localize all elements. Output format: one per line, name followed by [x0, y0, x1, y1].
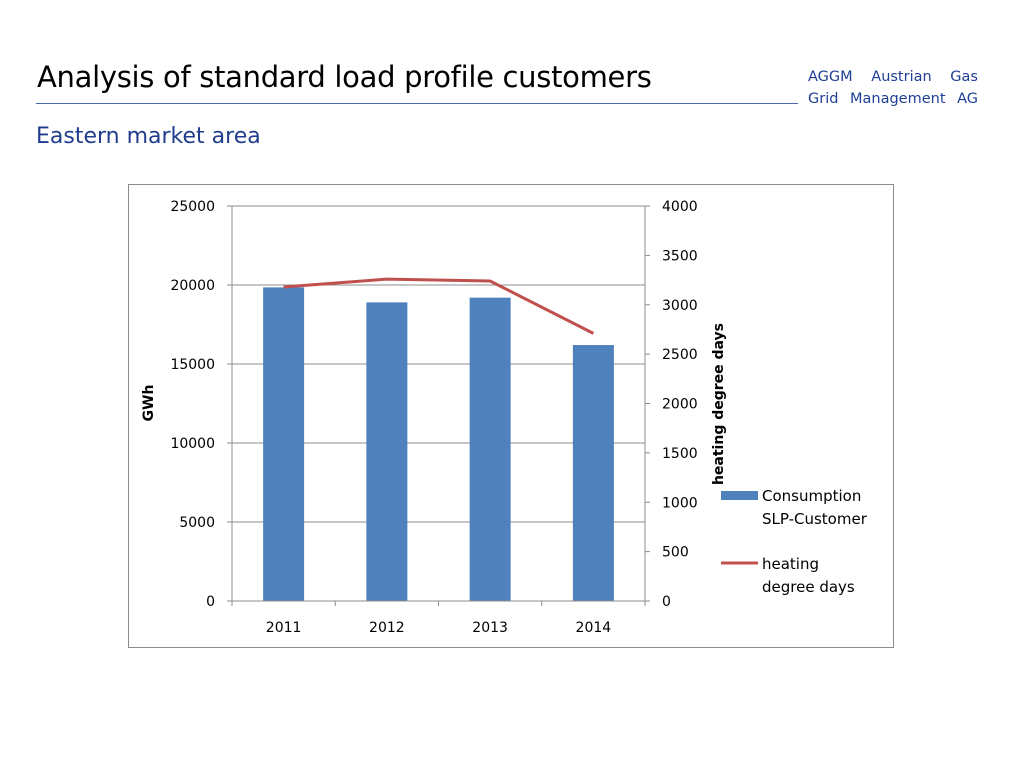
right-axis-tick-label: 3000	[662, 298, 698, 314]
bar-consumption	[572, 345, 614, 601]
right-axis-tick-label: 0	[662, 594, 671, 610]
company-name: AGGM Austrian Gas Grid Management AG	[808, 66, 978, 110]
right-axis-tick-label: 1500	[662, 446, 698, 462]
left-axis-tick-label: 0	[206, 594, 215, 610]
left-axis-tick-label: 5000	[179, 515, 215, 531]
chart-frame: 0 5000 10000 15000 20000 25000 0 500 1000 1500 200…	[128, 184, 894, 648]
right-axis-tick-label: 4000	[662, 199, 698, 215]
legend-label-heating: heating	[762, 555, 819, 573]
bar-consumption	[469, 297, 511, 601]
right-axis-tick-label: 500	[662, 545, 689, 561]
left-axis-tick-label: 25000	[170, 199, 215, 215]
left-axis-tick-label: 10000	[170, 436, 215, 452]
company-name-line-1: AGGM Austrian Gas	[808, 69, 978, 85]
company-name-line-2: Grid Management AG	[808, 91, 978, 107]
x-axis-tick-label: 2011	[266, 620, 302, 636]
x-axis-tick-label: 2012	[369, 620, 405, 636]
left-axis-title: GWh	[141, 385, 157, 422]
title-underline	[36, 103, 798, 104]
left-axis-tick-label: 15000	[170, 357, 215, 373]
right-axis-tick-label: 1000	[662, 495, 698, 511]
bar-consumption	[366, 302, 408, 601]
right-axis-tick-label: 2500	[662, 347, 698, 363]
slide-title: Analysis of standard load profile custom…	[37, 60, 652, 94]
x-axis-tick-label: 2013	[472, 620, 508, 636]
legend-label-consumption: Consumption	[762, 487, 861, 505]
legend-bar-swatch	[721, 491, 758, 500]
legend-label-heating: degree days	[762, 578, 855, 596]
legend-label-consumption: SLP-Customer	[762, 510, 868, 528]
slide-subtitle: Eastern market area	[36, 124, 261, 149]
bar-consumption	[263, 287, 305, 601]
right-axis-tick-label: 2000	[662, 397, 698, 413]
right-axis-tick-label: 3500	[662, 248, 698, 264]
consumption-chart: 0 5000 10000 15000 20000 25000 0 500 1000 1500 200…	[141, 199, 868, 636]
left-axis-tick-label: 20000	[170, 278, 215, 294]
line-heating-degree-days	[283, 277, 595, 335]
right-axis-title: heating degree days	[711, 323, 727, 485]
x-axis-tick-label: 2014	[576, 620, 612, 636]
